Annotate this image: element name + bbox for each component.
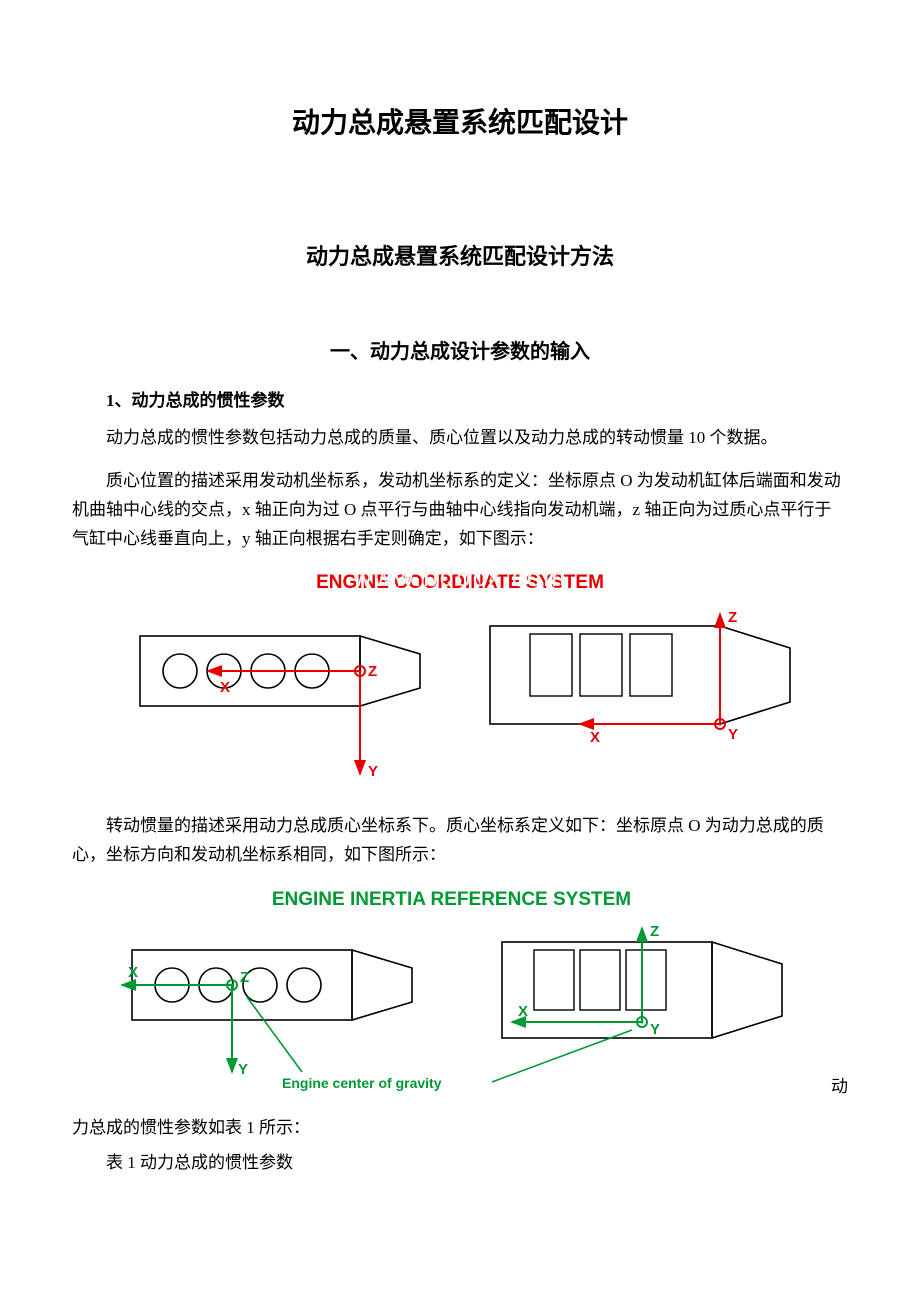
paragraph-4: 力总成的惯性参数如表 1 所示： — [72, 1114, 848, 1143]
trailing-inline-text: 动 — [831, 1073, 848, 1102]
figure-1-svg: X Z Y Z X Y — [110, 606, 810, 796]
figure-1-caption: ENGINE COORDINATE SYSTEM — [72, 567, 848, 599]
fig1-y-label: Y — [368, 763, 378, 780]
figure-2-svg: X Z Y Engine center of gravity Z X — [102, 922, 802, 1102]
figure-1: ENGINE COORDINATE SYSTEM X Z — [72, 567, 848, 795]
fig2-x-label-side: X — [518, 1003, 528, 1020]
paragraph-3: 转动惯量的描述采用动力总成质心坐标系下。质心坐标系定义如下：坐标原点 O 为动力… — [72, 812, 848, 870]
page-title: 动力总成悬置系统匹配设计 — [72, 100, 848, 148]
figure-2: ENGINE INERTIA REFERENCE SYSTEM X Z Y — [72, 884, 848, 1102]
fig1-z-label-top: Z — [368, 663, 377, 680]
fig1-y-label-side: Y — [728, 726, 738, 743]
subsection-heading-1: 1、动力总成的惯性参数 — [72, 387, 848, 416]
fig1-x-label: X — [220, 679, 230, 696]
figure-2-caption: ENGINE INERTIA REFERENCE SYSTEM — [72, 884, 831, 916]
fig2-cg-label: Engine center of gravity — [282, 1075, 442, 1091]
fig2-y-label: Y — [238, 1061, 248, 1078]
fig2-y-label-side: Y — [650, 1021, 660, 1038]
section-heading-1: 一、动力总成设计参数的输入 — [72, 335, 848, 369]
fig2-z-label-top: Z — [240, 969, 249, 986]
fig2-x-label: X — [128, 964, 138, 981]
fig2-z-label: Z — [650, 923, 659, 940]
page-subtitle: 动力总成悬置系统匹配设计方法 — [72, 238, 848, 275]
table-1-caption: 表 1 动力总成的惯性参数 — [72, 1149, 848, 1178]
fig1-z-label: Z — [728, 609, 737, 626]
paragraph-2: 质心位置的描述采用发动机坐标系，发动机坐标系的定义：坐标原点 O 为发动机缸体后… — [72, 467, 848, 554]
paragraph-1: 动力总成的惯性参数包括动力总成的质量、质心位置以及动力总成的转动惯量 10 个数… — [72, 424, 848, 453]
fig1-x-label-side: X — [590, 729, 600, 746]
